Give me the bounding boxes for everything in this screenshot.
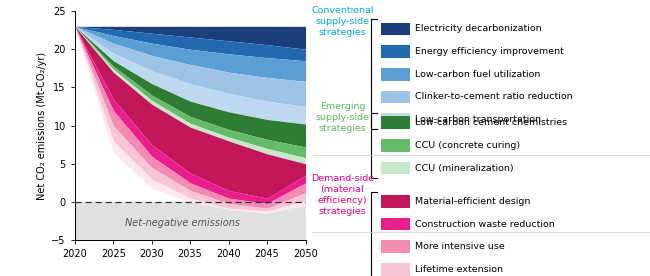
Text: Low-carbon cement chemistries: Low-carbon cement chemistries xyxy=(415,118,567,127)
Bar xyxy=(382,195,410,208)
Text: Material-efficient design: Material-efficient design xyxy=(415,197,530,206)
Bar xyxy=(382,240,410,253)
Text: Conventional
supply-side
strategies: Conventional supply-side strategies xyxy=(311,6,374,37)
Text: CCU (concrete curing): CCU (concrete curing) xyxy=(415,141,520,150)
Bar xyxy=(382,91,410,103)
Text: Low-carbon fuel utilization: Low-carbon fuel utilization xyxy=(415,70,540,79)
Text: Net-negative emissions: Net-negative emissions xyxy=(125,217,240,227)
Bar xyxy=(382,68,410,81)
Y-axis label: Net CO₂ emissions (Mt-CO₂/yr): Net CO₂ emissions (Mt-CO₂/yr) xyxy=(37,52,47,200)
Text: CCU (mineralization): CCU (mineralization) xyxy=(415,164,514,172)
Bar xyxy=(382,45,410,58)
Bar xyxy=(382,113,410,126)
Text: Energy efficiency improvement: Energy efficiency improvement xyxy=(415,47,564,56)
Text: Clinker-to-cement ratio reduction: Clinker-to-cement ratio reduction xyxy=(415,92,573,101)
Text: Electricity decarbonization: Electricity decarbonization xyxy=(415,25,541,33)
Text: Low-carbon transportation: Low-carbon transportation xyxy=(415,115,541,124)
Bar xyxy=(382,263,410,276)
Bar xyxy=(382,218,410,230)
Bar xyxy=(382,139,410,152)
Text: More intensive use: More intensive use xyxy=(415,242,505,251)
Text: Demand-side
(material
efficiency)
strategies: Demand-side (material efficiency) strate… xyxy=(311,174,374,216)
Text: Construction waste reduction: Construction waste reduction xyxy=(415,220,555,229)
Text: Lifetime extension: Lifetime extension xyxy=(415,265,503,274)
Bar xyxy=(382,116,410,129)
Text: Emerging
supply-side
strategies: Emerging supply-side strategies xyxy=(315,102,369,133)
Bar xyxy=(382,23,410,35)
Bar xyxy=(382,162,410,174)
